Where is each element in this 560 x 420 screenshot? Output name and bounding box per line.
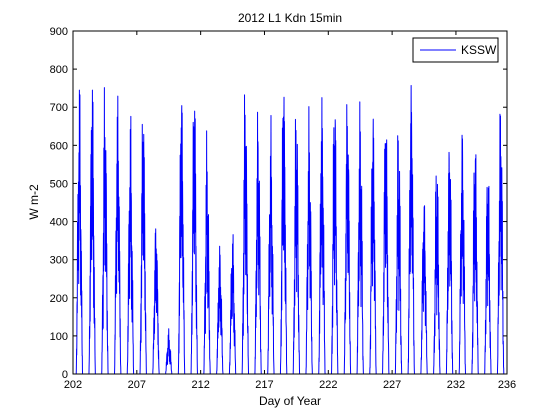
y-tick-label: 100 [50, 331, 68, 343]
plot-area [73, 31, 507, 374]
y-tick-label: 800 [50, 64, 68, 76]
x-axis-ticks: 202 207 212 217 222 227 232 236 [64, 31, 516, 391]
y-axis-label: W m-2 [27, 184, 41, 220]
plot-frame [72, 30, 508, 375]
x-tick-label: 232 [447, 379, 465, 391]
y-tick-label: 300 [50, 255, 68, 267]
x-tick-label: 227 [383, 379, 401, 391]
x-tick-label: 236 [498, 379, 516, 391]
x-tick-label: 212 [191, 379, 209, 391]
legend: KSSW [412, 37, 499, 63]
legend-label-kssw: KSSW [461, 43, 497, 57]
y-tick-label: 900 [50, 26, 68, 38]
y-tick-label: 0 [62, 369, 68, 381]
x-tick-label: 207 [128, 379, 146, 391]
y-tick-label: 600 [50, 140, 68, 152]
x-axis-label: Day of Year [259, 394, 321, 408]
chart-title: 2012 L1 Kdn 15min [238, 11, 342, 25]
x-tick-label: 217 [255, 379, 273, 391]
y-axis-ticks: 0 100 200 300 400 500 600 700 800 900 [50, 26, 507, 381]
y-tick-label: 400 [50, 217, 68, 229]
x-tick-label: 202 [64, 379, 82, 391]
x-tick-label: 222 [319, 379, 337, 391]
y-tick-label: 500 [50, 178, 68, 190]
y-tick-label: 700 [50, 102, 68, 114]
y-tick-label: 200 [50, 293, 68, 305]
